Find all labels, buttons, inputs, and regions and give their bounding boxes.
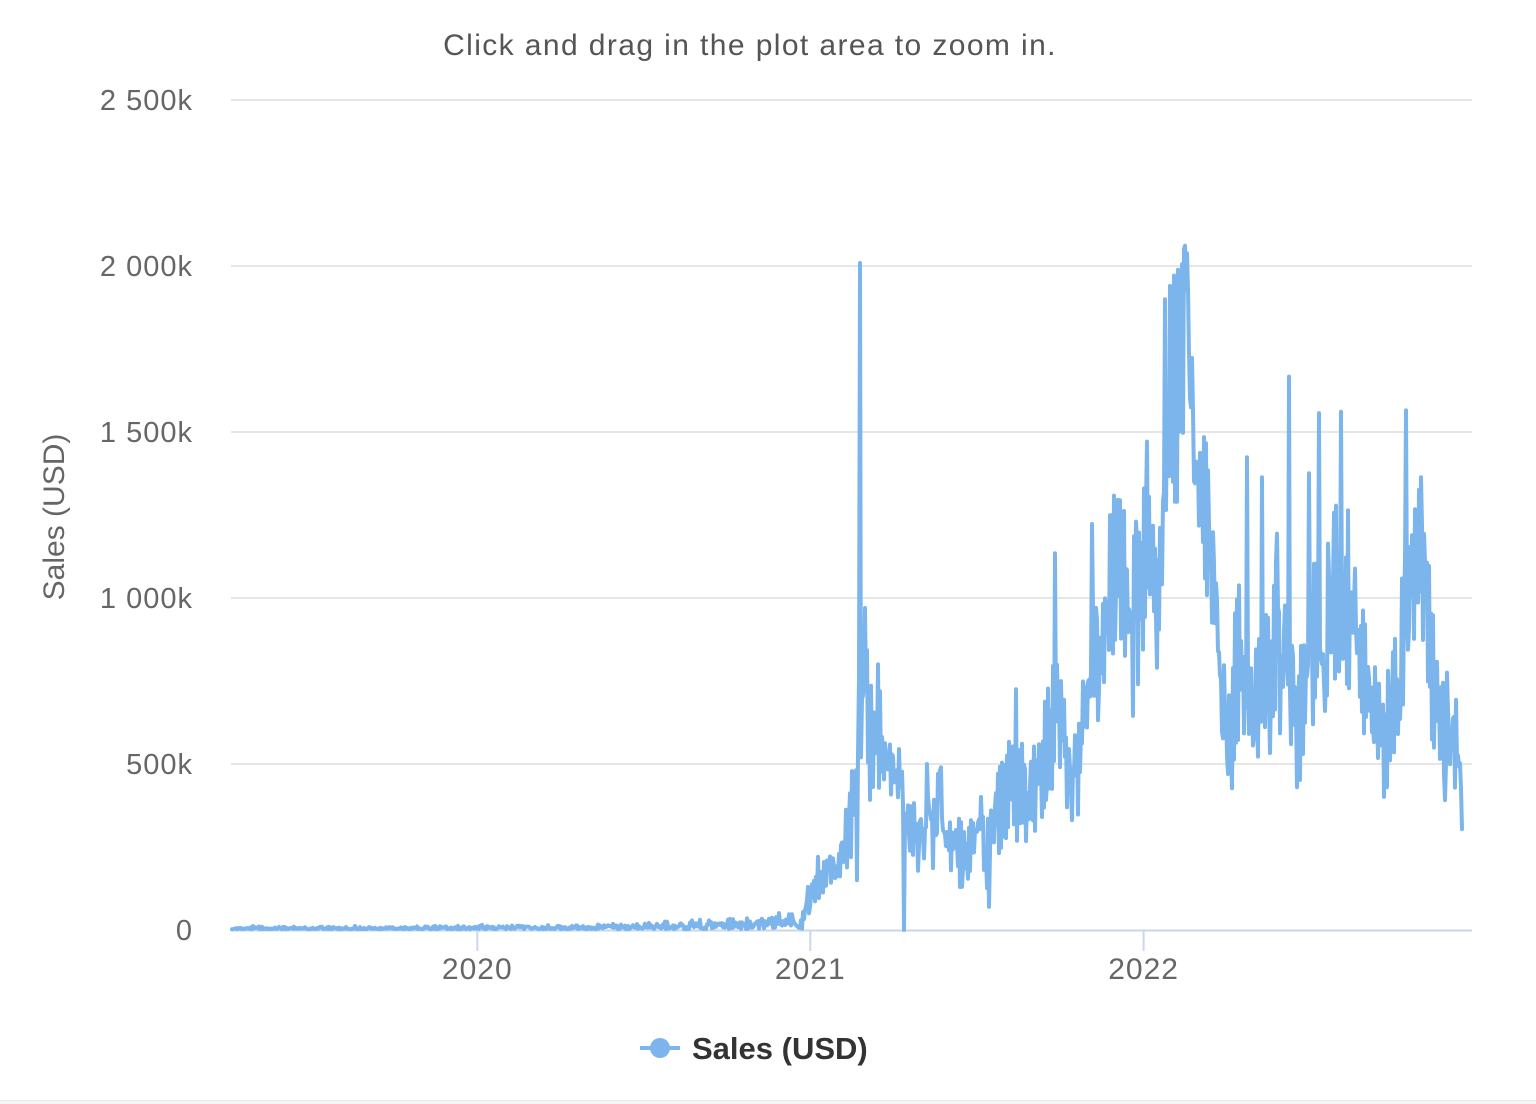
svg-text:1 000k: 1 000k: [100, 583, 193, 615]
svg-text:Click and drag in the plot are: Click and drag in the plot area to zoom …: [443, 29, 1057, 62]
svg-text:Sales (USD): Sales (USD): [38, 434, 71, 601]
svg-text:0: 0: [176, 915, 193, 947]
svg-text:2020: 2020: [442, 953, 513, 986]
svg-text:2 000k: 2 000k: [100, 251, 193, 283]
svg-text:500k: 500k: [126, 749, 193, 781]
svg-text:Sales (USD): Sales (USD): [692, 1031, 868, 1066]
svg-text:2021: 2021: [775, 953, 846, 986]
svg-text:1 500k: 1 500k: [100, 417, 193, 449]
svg-text:2022: 2022: [1108, 953, 1179, 986]
svg-text:2 500k: 2 500k: [100, 85, 193, 117]
